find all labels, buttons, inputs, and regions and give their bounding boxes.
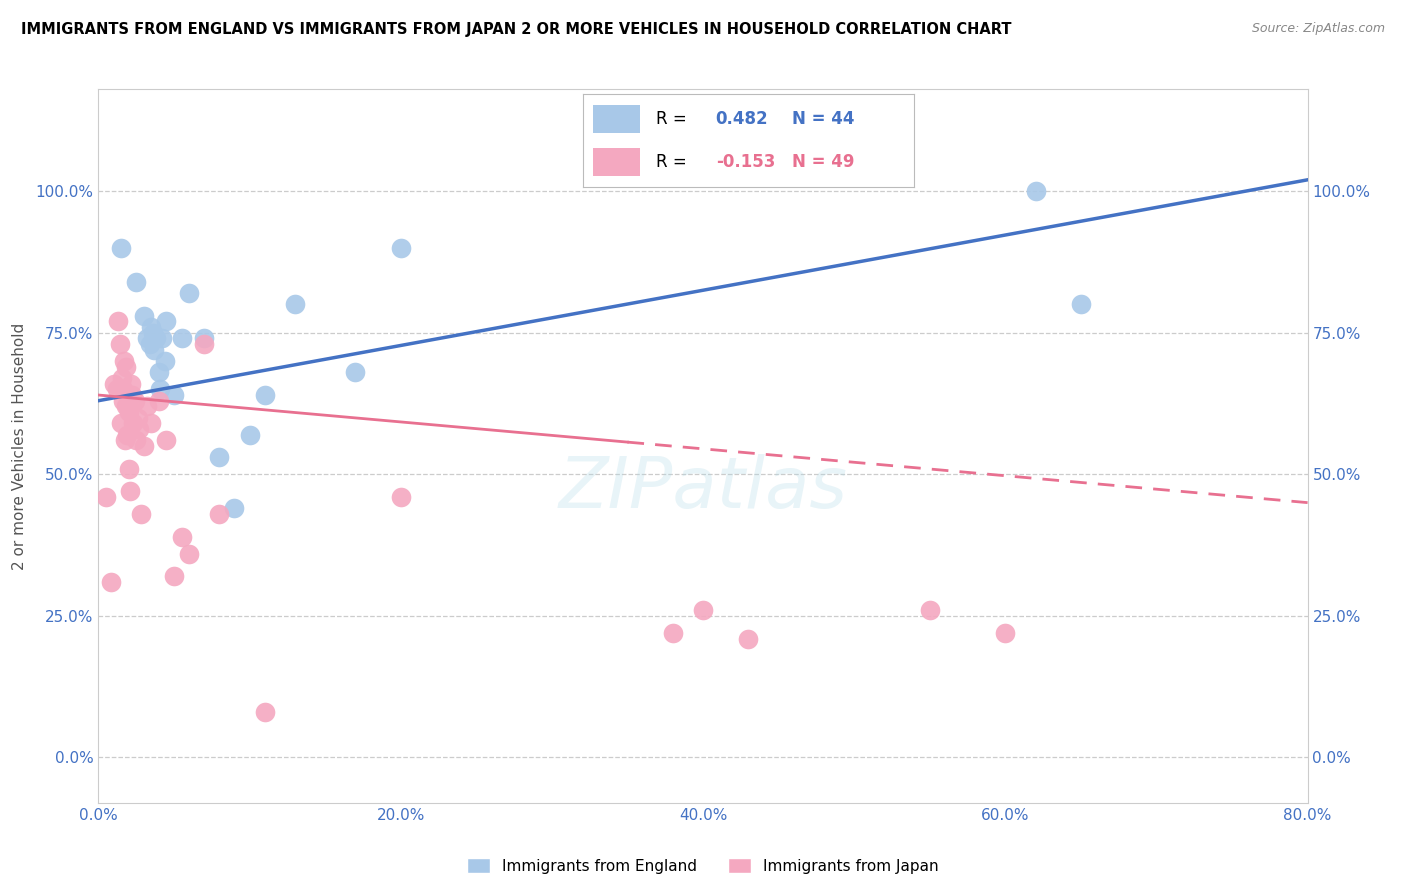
Point <box>179 547 201 561</box>
Point <box>121 388 143 402</box>
Point <box>150 331 173 345</box>
Point <box>132 309 155 323</box>
Point <box>108 337 131 351</box>
Point <box>193 337 215 351</box>
Point <box>122 417 145 431</box>
Point <box>170 331 193 345</box>
Point <box>239 427 262 442</box>
Point <box>148 365 170 379</box>
Point <box>253 705 276 719</box>
Point <box>208 507 231 521</box>
Text: N = 49: N = 49 <box>792 153 855 171</box>
Point <box>135 331 157 345</box>
Point <box>110 417 132 431</box>
Point <box>118 461 141 475</box>
Point <box>115 359 138 374</box>
Point <box>120 376 142 391</box>
Point <box>124 393 146 408</box>
Y-axis label: 2 or more Vehicles in Household: 2 or more Vehicles in Household <box>13 322 27 570</box>
Point <box>132 439 155 453</box>
Text: R =: R = <box>657 110 692 128</box>
Point <box>115 427 138 442</box>
Text: R =: R = <box>657 153 692 171</box>
Point <box>1070 297 1092 311</box>
Point <box>127 410 149 425</box>
Point <box>129 507 152 521</box>
Point <box>110 241 132 255</box>
Point <box>103 376 125 391</box>
Point <box>143 343 166 357</box>
Point <box>112 354 135 368</box>
Point <box>737 632 759 646</box>
Text: IMMIGRANTS FROM ENGLAND VS IMMIGRANTS FROM JAPAN 2 OR MORE VEHICLES IN HOUSEHOLD: IMMIGRANTS FROM ENGLAND VS IMMIGRANTS FR… <box>21 22 1011 37</box>
Point <box>149 383 172 397</box>
Point <box>224 501 246 516</box>
Point <box>125 434 148 448</box>
Point <box>170 530 193 544</box>
Point <box>163 569 186 583</box>
Point <box>141 320 163 334</box>
Point <box>100 574 122 589</box>
Point <box>128 422 150 436</box>
Text: -0.153: -0.153 <box>716 153 775 171</box>
Text: 0.482: 0.482 <box>716 110 768 128</box>
Text: N = 44: N = 44 <box>792 110 855 128</box>
Point <box>135 400 157 414</box>
Point <box>139 337 162 351</box>
FancyBboxPatch shape <box>593 148 640 176</box>
Point <box>118 405 141 419</box>
Legend: Immigrants from England, Immigrants from Japan: Immigrants from England, Immigrants from… <box>461 852 945 880</box>
Point <box>662 626 685 640</box>
Point <box>1024 184 1046 198</box>
Point <box>107 314 129 328</box>
Point <box>179 286 201 301</box>
Point <box>112 393 135 408</box>
Point <box>284 297 307 311</box>
Point <box>120 484 142 499</box>
Point <box>153 354 176 368</box>
Point <box>125 275 148 289</box>
Point <box>155 314 177 328</box>
Point <box>389 241 412 255</box>
Point <box>114 434 136 448</box>
Point <box>253 388 276 402</box>
Point <box>155 434 177 448</box>
Point <box>94 490 117 504</box>
Point <box>208 450 231 465</box>
Point <box>114 400 136 414</box>
Point <box>193 331 215 345</box>
Point <box>148 393 170 408</box>
Text: Source: ZipAtlas.com: Source: ZipAtlas.com <box>1251 22 1385 36</box>
Text: ZIPatlas: ZIPatlas <box>558 454 848 524</box>
Point <box>111 371 134 385</box>
Point <box>918 603 941 617</box>
Point <box>105 383 128 397</box>
Point <box>344 365 367 379</box>
FancyBboxPatch shape <box>593 105 640 133</box>
Point <box>141 417 163 431</box>
Point <box>994 626 1017 640</box>
Point <box>692 603 714 617</box>
Point <box>111 383 134 397</box>
Point <box>142 326 165 340</box>
Point <box>163 388 186 402</box>
Point <box>389 490 412 504</box>
Point <box>145 331 167 345</box>
Point <box>117 400 139 414</box>
